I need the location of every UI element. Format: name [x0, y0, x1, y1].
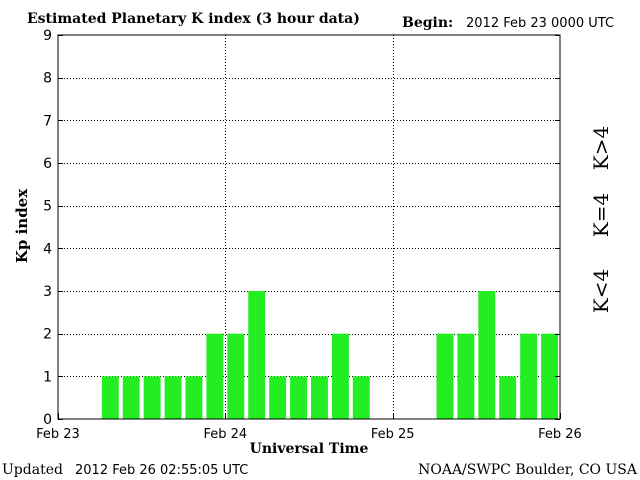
y-tick-label: 4 — [43, 241, 52, 257]
bar — [520, 333, 538, 419]
x-tick-label: Feb 24 — [203, 427, 247, 442]
y-tick-label: 8 — [43, 71, 52, 87]
y-tick-label: 0 — [43, 412, 52, 428]
y-axis-title: Kp index — [13, 188, 31, 263]
x-tick-label: Feb 23 — [36, 427, 80, 442]
bar — [269, 376, 287, 419]
x-tick-label: Feb 26 — [538, 427, 582, 442]
bar — [499, 376, 517, 419]
bar — [331, 333, 349, 419]
bar-series — [101, 291, 558, 419]
updated-value: 2012 Feb 26 02:55:05 UTC — [75, 463, 248, 478]
begin-label: Begin: — [402, 15, 453, 31]
y-tick-label: 7 — [43, 113, 52, 129]
x-axis-title: Universal Time — [250, 441, 369, 457]
grid-lines — [58, 35, 560, 419]
y-tick-label: 3 — [43, 284, 52, 300]
legend-k-equal-4: K=4 — [589, 193, 613, 237]
y-tick-label: 6 — [43, 156, 52, 172]
x-axis: Feb 23 Feb 24 Feb 25 Feb 26 — [36, 413, 582, 442]
updated-label: Updated — [2, 462, 63, 478]
y-tick-label: 5 — [43, 199, 52, 215]
legend-k-greater-4: K>4 — [589, 126, 613, 170]
y-axis: 0 1 2 3 4 5 6 7 8 9 — [43, 28, 560, 428]
source-credit: NOAA/SWPC Boulder, CO USA — [418, 462, 638, 478]
plot-frame — [57, 34, 561, 420]
legend-k-less-4: K<4 — [589, 269, 613, 313]
bar — [206, 333, 224, 419]
bar — [164, 376, 182, 419]
bar — [457, 333, 475, 419]
bar — [227, 333, 245, 419]
y-tick-label: 1 — [43, 369, 52, 385]
bar — [290, 376, 307, 419]
chart-title: Estimated Planetary K index (3 hour data… — [27, 11, 360, 27]
bar — [541, 333, 558, 419]
bar — [122, 376, 140, 419]
bar — [311, 376, 328, 419]
bar — [143, 376, 161, 419]
bar — [436, 333, 454, 419]
y-tick-label: 9 — [43, 28, 52, 44]
bar — [478, 291, 496, 419]
bar — [101, 376, 119, 419]
x-tick-label: Feb 25 — [371, 427, 415, 442]
y-tick-label: 2 — [43, 327, 52, 343]
bar — [185, 376, 203, 419]
begin-value: 2012 Feb 23 0000 UTC — [466, 16, 614, 31]
bar — [248, 291, 266, 419]
bar — [352, 376, 370, 419]
